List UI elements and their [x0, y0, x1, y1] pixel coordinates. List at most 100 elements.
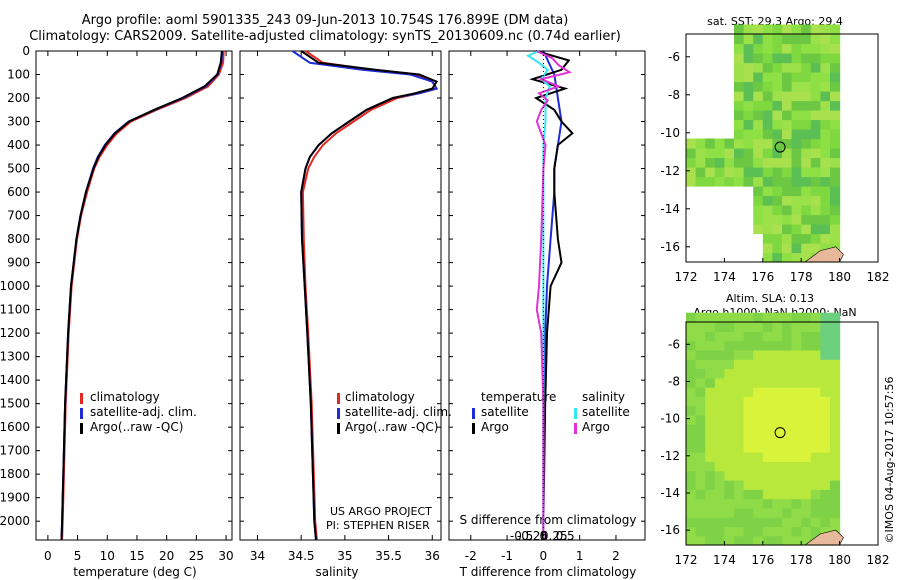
map-cell: [714, 157, 725, 168]
map-cell: [734, 349, 745, 360]
map-cell: [830, 424, 841, 435]
series-line-difference: [529, 50, 574, 540]
map-cell: [686, 424, 697, 435]
map-cell: [734, 489, 745, 500]
map-cell: [762, 252, 773, 263]
map-cell: [734, 433, 745, 444]
map-ytick-label: -10: [660, 126, 680, 140]
map-cell: [782, 138, 793, 149]
map-cell: [791, 461, 802, 472]
map-cell: [782, 452, 793, 462]
map-cell: [753, 480, 764, 490]
map-cell: [743, 424, 754, 435]
map-cell: [753, 138, 764, 149]
map-cell: [772, 340, 783, 351]
map-cell: [810, 452, 821, 462]
map-cell: [810, 129, 821, 140]
map-cell: [753, 442, 764, 453]
map-cell: [801, 81, 812, 92]
map-cell: [724, 359, 735, 370]
map-cell: [753, 24, 764, 35]
map-cell: [772, 498, 783, 509]
map-cell: [791, 24, 802, 35]
map-cell: [801, 243, 812, 254]
map-cell: [724, 517, 735, 527]
map-cell: [753, 205, 764, 216]
map-cell: [782, 442, 793, 453]
map-cell: [820, 148, 831, 159]
map-cell: [772, 157, 783, 168]
map-cell: [686, 331, 697, 342]
map-cell: [753, 517, 764, 527]
map-cell: [772, 461, 783, 472]
map-cell: [734, 377, 745, 388]
map-cell: [743, 452, 754, 462]
map-cell: [734, 526, 745, 537]
map-cell: [724, 489, 735, 500]
map-cell: [772, 24, 783, 35]
map-cell: [686, 368, 697, 379]
map-cell: [801, 359, 812, 370]
map-cell: [791, 322, 802, 332]
map-cell: [724, 480, 735, 490]
map-cell: [801, 119, 812, 130]
s-tick-label: 0.5: [556, 529, 575, 543]
map-cell: [695, 414, 706, 425]
map-cell: [772, 148, 783, 159]
sal-xlabel: salinity: [315, 565, 358, 579]
map-cell: [714, 322, 725, 332]
map-cell: [743, 53, 754, 64]
map-cell: [791, 377, 802, 388]
map-cell: [772, 81, 783, 92]
map-cell: [743, 387, 754, 397]
map-cell: [782, 480, 793, 490]
map-cell: [830, 43, 841, 54]
map-cell: [810, 157, 821, 168]
map-cell: [762, 243, 773, 254]
map-cell: [810, 405, 821, 416]
map-cell: [705, 433, 716, 444]
map-cell: [753, 91, 764, 102]
map-cell: [810, 34, 821, 45]
map-xtick-label: 180: [828, 270, 851, 284]
map-cell: [724, 414, 735, 425]
map-cell: [724, 507, 735, 518]
map-cell: [762, 470, 773, 481]
map-cell: [734, 43, 745, 54]
map-cell: [762, 526, 773, 537]
map-cell: [810, 110, 821, 121]
xtick-label-temperature: 20: [159, 549, 174, 563]
chart-title-line1: Argo profile: aoml 5901335_243 09-Jun-20…: [81, 13, 569, 28]
map-cell: [714, 387, 725, 397]
map-cell: [801, 205, 812, 216]
map-cell: [695, 507, 706, 518]
map-cell: [801, 24, 812, 35]
map-xtick-label: 178: [790, 270, 813, 284]
map-cell: [782, 119, 793, 130]
map-cell: [743, 81, 754, 92]
temp-xlabel: temperature (deg C): [73, 565, 196, 579]
legend-swatch: [574, 408, 577, 419]
map-cell: [695, 377, 706, 388]
map-cell: [801, 322, 812, 332]
map-cell: [782, 91, 793, 102]
map-cell: [782, 340, 793, 351]
map-cell: [734, 24, 745, 35]
xtick-label-temperature: 5: [74, 549, 82, 563]
argo-location-marker: [774, 427, 786, 439]
map-cell: [686, 312, 697, 323]
map-cell: [772, 387, 783, 397]
map-cell: [724, 322, 735, 332]
ytick-label: 1300: [0, 350, 30, 364]
map-cell: [686, 452, 697, 462]
map-cell: [734, 62, 745, 73]
map-cell: [830, 110, 841, 121]
map-cell: [772, 205, 783, 216]
map-cell: [810, 243, 821, 254]
xtick-label-difference: 1: [576, 549, 584, 563]
map-cell: [791, 81, 802, 92]
ytick-label: 1200: [0, 326, 30, 340]
legend-swatch: [472, 423, 475, 434]
map-cell: [724, 349, 735, 360]
map-cell: [810, 195, 821, 206]
